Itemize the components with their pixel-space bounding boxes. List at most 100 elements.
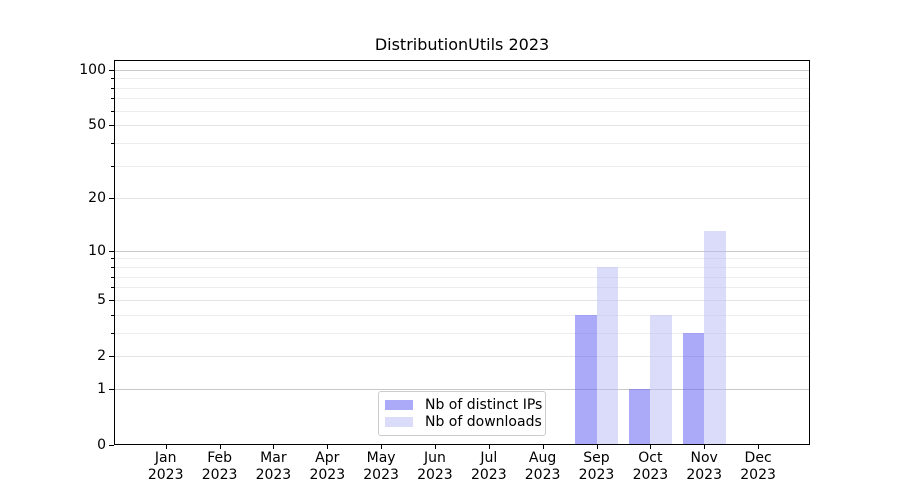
gridline [115,299,809,301]
legend: Nb of distinct IPs Nb of downloads [378,391,546,436]
gridline [115,98,809,100]
y-tick-mark [109,69,114,71]
x-tick-mark [434,445,436,449]
y-tick-label: 10 [88,242,106,259]
gridline [115,87,809,89]
year-label: 2023 [255,467,292,483]
y-tick-mark [109,356,114,358]
gridline [115,250,809,252]
gridline [115,166,809,168]
month-label: Jul [480,450,498,466]
x-tick-mark [488,445,490,449]
legend-label-downloads: Nb of downloads [425,414,542,431]
x-tick-mark [542,445,544,449]
month-label: May [366,450,396,466]
y-minor-tick-mark [111,78,114,80]
x-tick-mark [650,445,652,449]
y-tick-mark [109,389,114,391]
month-label: Jan [154,450,177,466]
bar-distinct-ips-oct [628,389,651,444]
gridline [115,287,809,289]
x-tick-mark [219,445,221,449]
y-tick-label: 5 [97,291,106,308]
y-tick-label: 20 [88,189,106,206]
month-label: Mar [260,450,287,466]
month-label: Oct [638,450,663,466]
y-minor-tick-mark [111,166,114,168]
month-label: Nov [690,450,718,466]
x-tick-label-mar: Mar 2023 [238,450,308,484]
x-tick-mark [758,445,760,449]
gridline [115,143,809,145]
x-tick-mark [327,445,329,449]
y-minor-tick-mark [111,258,114,260]
gridline [115,389,809,391]
y-tick-mark [109,250,114,252]
y-minor-tick-mark [111,266,114,268]
year-label: 2023 [578,467,615,483]
gridline [115,276,809,278]
month-label: Sep [583,450,610,466]
x-tick-label-sep: Sep 2023 [562,450,632,484]
legend-label-distinct-ips: Nb of distinct IPs [425,396,543,413]
month-label: Dec [744,450,772,466]
y-tick-label: 2 [97,348,106,365]
bar-distinct-ips-nov [682,332,705,444]
y-tick-mark [109,125,114,127]
x-tick-label-jun: Jun 2023 [400,450,470,484]
x-tick-mark [165,445,167,449]
year-label: 2023 [524,467,561,483]
month-label: Aug [528,450,557,466]
y-tick-mark [109,444,114,446]
year-label: 2023 [201,467,238,483]
legend-item-distinct-ips: Nb of distinct IPs [385,396,543,414]
plot-area: Nb of distinct IPs Nb of downloads [114,60,810,445]
gridline [115,356,809,358]
gridline [115,314,809,316]
month-label: Jun [423,450,446,466]
gridline [115,110,809,112]
month-label: Apr [315,450,340,466]
legend-item-downloads: Nb of downloads [385,414,542,432]
y-tick-label: 1 [97,381,106,398]
x-tick-label-oct: Oct 2023 [615,450,685,484]
bar-downloads-oct [650,314,672,444]
y-minor-tick-mark [111,287,114,289]
gridline [115,69,809,71]
y-minor-tick-mark [111,314,114,316]
bar-downloads-nov [704,230,726,444]
x-tick-label-may: May 2023 [346,450,416,484]
legend-swatch-distinct-ips [385,399,413,410]
y-tick-mark [109,299,114,301]
x-tick-mark [596,445,598,449]
y-minor-tick-mark [111,332,114,334]
bar-distinct-ips-sep [575,314,597,444]
gridline [115,125,809,127]
chart-title: DistributionUtils 2023 [374,35,550,54]
y-minor-tick-mark [111,98,114,100]
x-tick-mark [704,445,706,449]
x-tick-label-apr: Apr 2023 [292,450,362,484]
y-minor-tick-mark [111,143,114,145]
x-tick-label-jan: Jan 2023 [131,450,201,484]
y-minor-tick-mark [111,110,114,112]
gridline [115,258,809,260]
year-label: 2023 [740,467,776,483]
y-minor-tick-mark [111,276,114,278]
gridline [115,78,809,80]
legend-swatch-downloads [385,417,413,428]
year-label: 2023 [309,467,346,483]
x-tick-label-jul: Jul 2023 [454,450,524,484]
bar-downloads-sep [596,266,618,444]
x-tick-label-dec: Dec 2023 [723,450,793,484]
y-tick-label: 0 [97,436,106,453]
y-tick-mark [109,197,114,199]
x-tick-mark [381,445,383,449]
x-tick-mark [273,445,275,449]
x-tick-label-aug: Aug 2023 [508,450,578,484]
year-label: 2023 [632,467,669,483]
gridline [115,332,809,334]
gridline [115,266,809,268]
year-label: 2023 [363,467,399,483]
